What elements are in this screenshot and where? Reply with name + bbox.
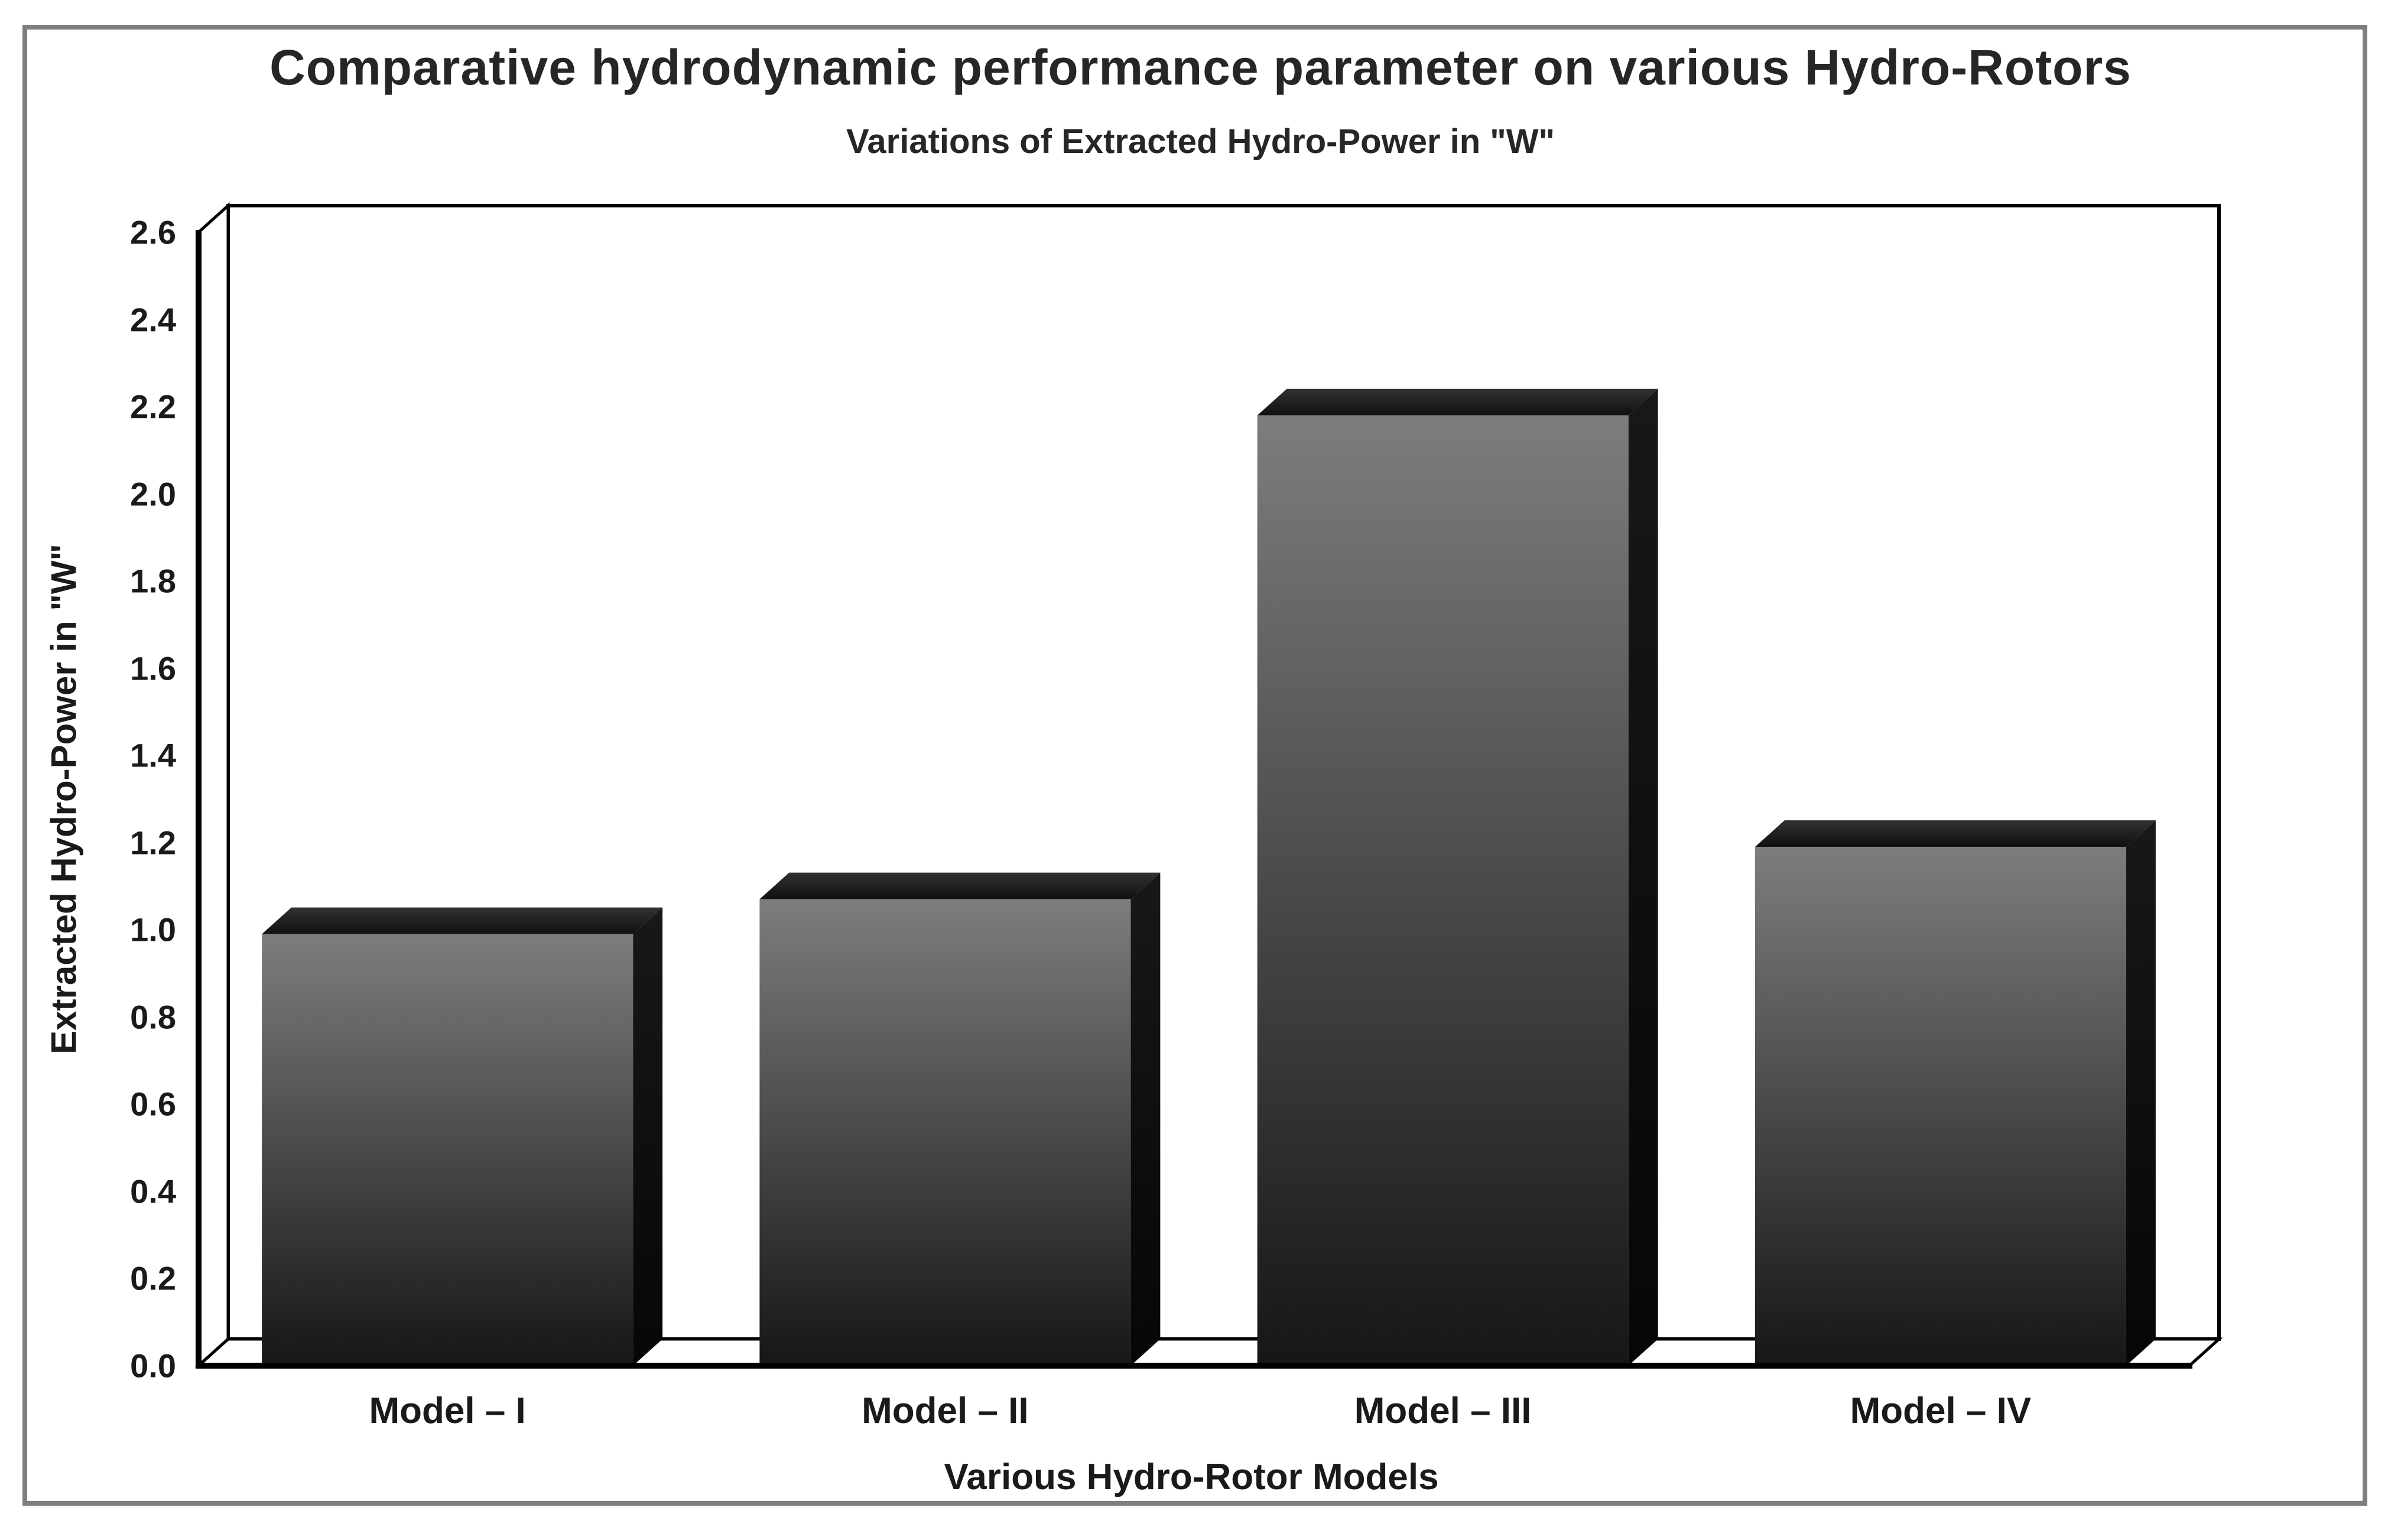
y-tick-label: 2.4 (130, 301, 176, 339)
bar-front-face (1257, 415, 1629, 1366)
bar-side-face (1130, 872, 1161, 1366)
y-axis-title: Extracted Hydro-Power in "W" (44, 544, 84, 1054)
bar-front-face (759, 899, 1131, 1366)
bars-layer (262, 388, 2156, 1366)
bar-model-iv (1755, 820, 2156, 1366)
bar-front-face (1755, 847, 2126, 1366)
y-tick-label: 2.2 (130, 388, 176, 425)
y-tick-label: 1.6 (130, 649, 176, 687)
x-axis-title: Various Hydro-Rotor Models (944, 1457, 1439, 1497)
bar-model-iii (1257, 388, 1658, 1366)
y-tick-label: 1.0 (130, 911, 176, 948)
bar-side-face (1628, 388, 1658, 1366)
chart-subtitle: Variations of Extracted Hydro-Power in "… (846, 122, 1555, 161)
y-tick-label: 1.2 (130, 824, 176, 862)
bar-model-ii (759, 872, 1161, 1366)
page-border (22, 25, 2367, 1506)
left-wall (197, 202, 230, 1369)
y-tick-label: 0.0 (130, 1347, 176, 1385)
x-category-label: Model – I (369, 1390, 526, 1431)
y-tick-label: 2.6 (130, 213, 176, 251)
y-tick-label: 0.6 (130, 1085, 176, 1123)
chart-title: Comparative hydrodynamic performance par… (269, 40, 2132, 95)
y-tick-label: 0.2 (130, 1259, 176, 1297)
y-tick-label: 0.4 (130, 1172, 176, 1210)
x-category-label: Model – IV (1850, 1390, 2032, 1431)
bar-top-face (1257, 388, 1658, 415)
y-tick-label: 0.8 (130, 998, 176, 1036)
bar-front-face (262, 934, 633, 1366)
y-tick-label: 2.0 (130, 475, 176, 513)
bar-side-face (633, 907, 663, 1366)
bar-top-face (759, 872, 1161, 899)
x-category-label: Model – III (1354, 1390, 1532, 1431)
bar-top-face (262, 907, 663, 934)
y-tick-label: 1.4 (130, 736, 176, 774)
x-category-label: Model – II (862, 1390, 1029, 1431)
bar-model-i (262, 907, 663, 1366)
bar-side-face (2126, 820, 2156, 1366)
y-tick-label: 1.8 (130, 562, 176, 600)
bar-top-face (1755, 820, 2156, 847)
